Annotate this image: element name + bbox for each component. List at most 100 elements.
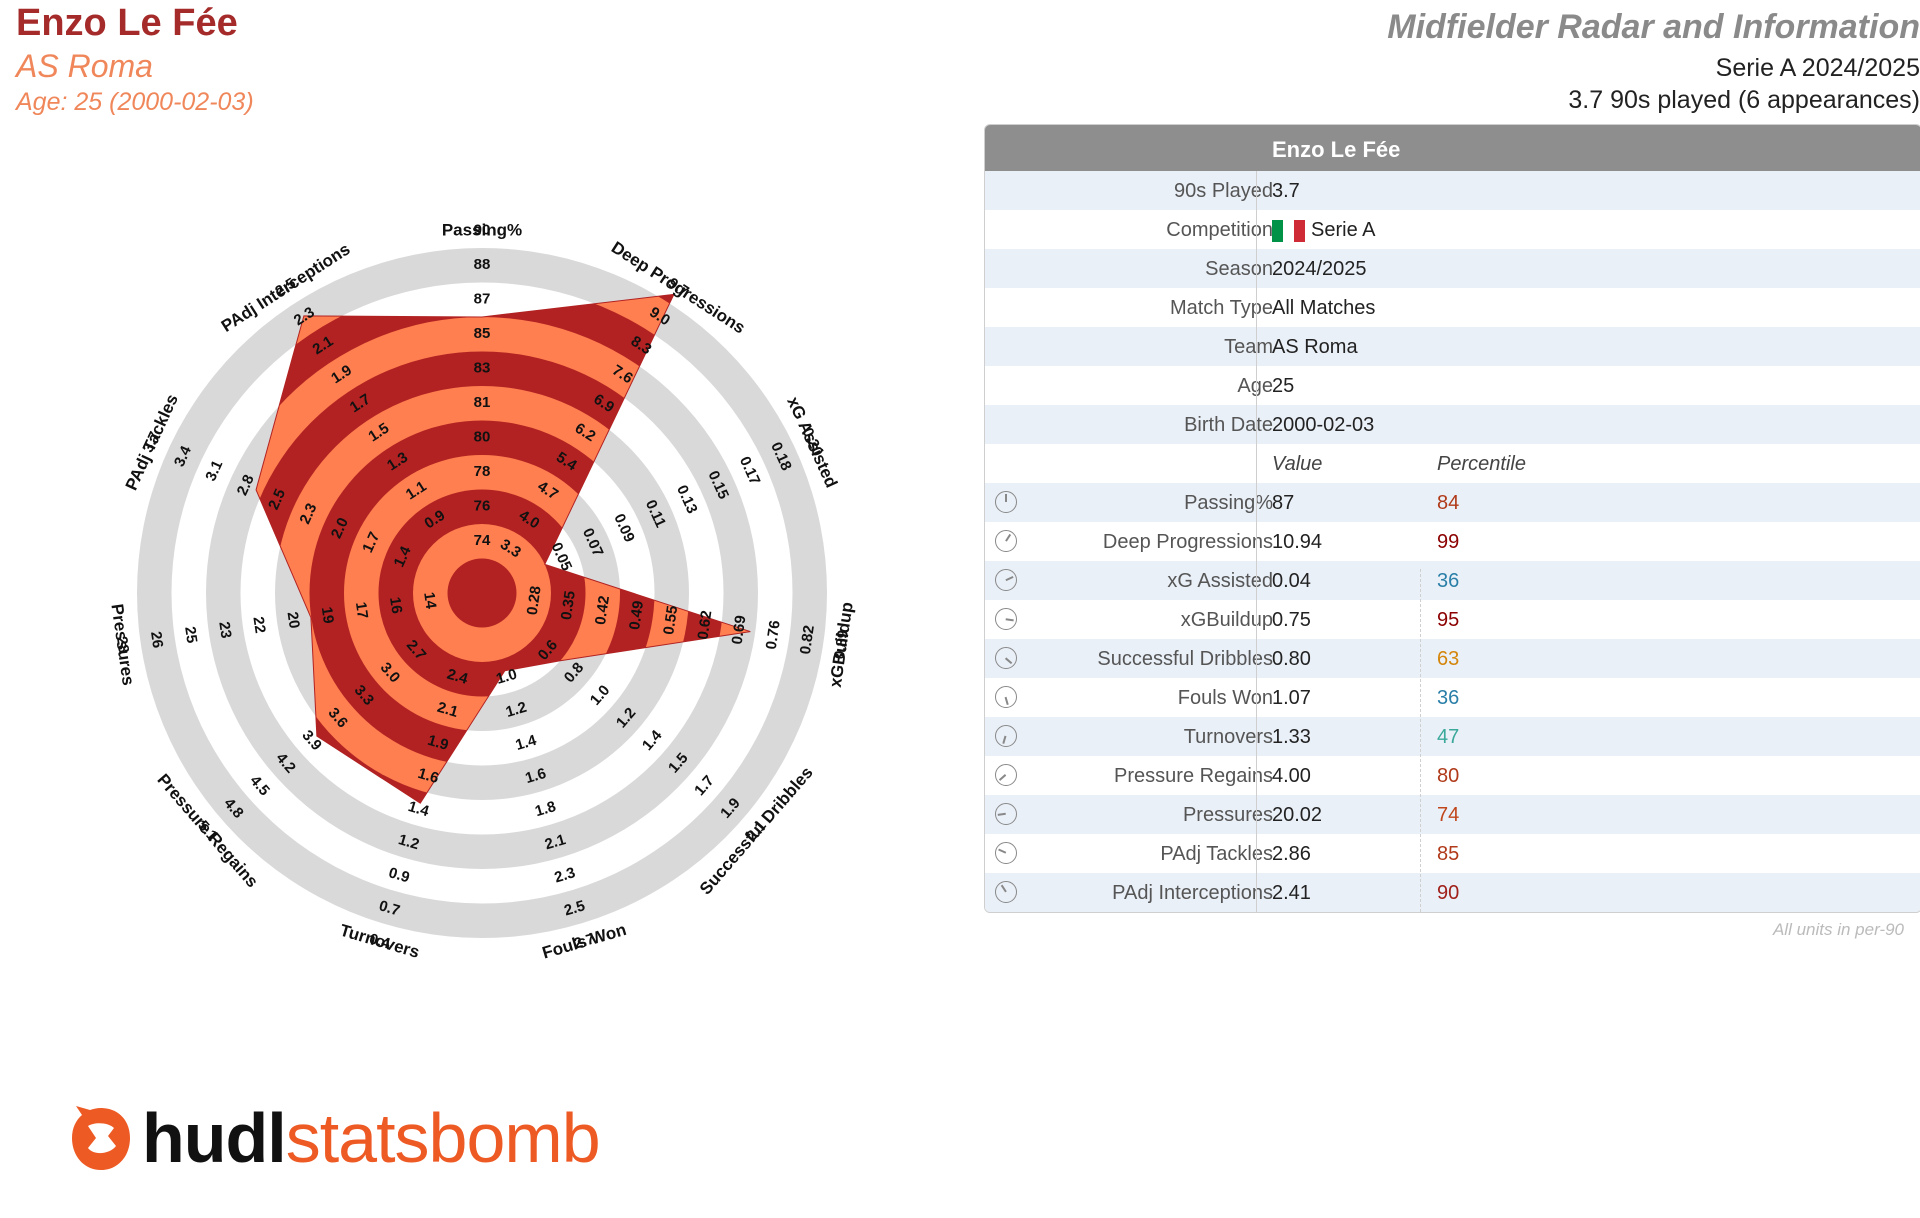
flag-icon (1272, 219, 1305, 242)
radar-tick-label: 1.2 (504, 699, 529, 721)
radar-tick-label: 16 (386, 596, 405, 615)
clock-icon (995, 725, 1017, 747)
stat-row: Deep Progressions 10.94 99 (985, 522, 1920, 561)
info-label: Age (1237, 375, 1273, 398)
stat-percentile: 99 (1437, 531, 1460, 553)
clock-icon (995, 764, 1017, 786)
stat-label: Turnovers (1183, 726, 1273, 748)
info-row: Age25 (985, 366, 1920, 405)
clock-icon (995, 569, 1017, 591)
statsbomb-logo-text: hudlstatsbomb (142, 1098, 601, 1178)
stat-value: 0.75 (1272, 609, 1311, 631)
radar-tick-label: 0.4 (367, 930, 392, 952)
table-header: Enzo Le Fée (985, 125, 1920, 171)
info-value: 2000-02-03 (1272, 414, 1374, 437)
info-row: Birth Date 2000-02-03 (985, 405, 1920, 444)
info-value-text: 2000-02-03 (1272, 414, 1375, 436)
radar-title: Midfielder Radar and Information (1387, 8, 1920, 46)
stat-row: Pressures 20.02 74 (985, 795, 1920, 834)
radar-tick-label: 85 (474, 325, 491, 342)
radar-tick-label: 0.62 (694, 609, 715, 640)
info-table: Enzo Le Fée 90s Played 3.7 Competition Seri… (984, 124, 1920, 913)
info-value: 2024/2025 (1272, 258, 1367, 281)
stat-row: xG Assisted 0.04 36 (985, 561, 1920, 600)
stat-value: 20.02 (1272, 804, 1323, 826)
stat-label: Pressure Regains (1114, 765, 1273, 787)
info-label: Match Type (1169, 297, 1273, 319)
info-row: Team AS Roma (985, 327, 1920, 366)
stat-percentile: 47 (1437, 726, 1460, 748)
clock-icon (995, 881, 1017, 903)
info-label: Competition (1166, 219, 1273, 241)
radar-tick-label: 0.7 (377, 897, 402, 919)
stat-value: 1.07 (1272, 687, 1311, 709)
radar-tick-label: 81 (474, 394, 491, 411)
stat-percentile: 90 (1437, 882, 1460, 904)
radar-tick-label: 0.49 (626, 600, 647, 631)
stat-label: Fouls Won (1177, 687, 1273, 709)
radar-tick-label: 2.3 (552, 864, 577, 886)
clock-icon (995, 803, 1017, 825)
stat-row: PAdj Tackles 2.86 85 (985, 834, 1920, 873)
radar-tick-label: 0.55 (660, 604, 681, 635)
radar-tick-label: 78 (474, 463, 491, 480)
radar-tick-label: 2.4 (445, 666, 470, 688)
logo-statsbomb: statsbomb (285, 1099, 601, 1177)
logo-hudl: hudl (142, 1099, 287, 1177)
team-name: AS Roma (16, 48, 153, 84)
stat-column-header: Value Percentile (985, 444, 1920, 483)
info-value: 3.7 (1272, 180, 1300, 203)
radar-tick-label: 25 (181, 625, 200, 644)
stat-value: 87 (1272, 492, 1295, 514)
info-row: Season 2024/2025 (985, 249, 1920, 288)
clock-icon (995, 842, 1017, 864)
stat-percentile: 36 (1437, 570, 1460, 592)
info-label: Team (1224, 336, 1273, 358)
info-label: Birth Date (1184, 414, 1273, 436)
stat-row: Fouls Won 1.07 36 (985, 678, 1920, 717)
stat-label: Successful Dribbles (1097, 648, 1273, 670)
stat-value: 0.04 (1272, 570, 1311, 592)
stat-percentile: 74 (1437, 804, 1460, 826)
radar-tick-label: 80 (474, 428, 491, 445)
stat-row: PAdj Interceptions 2.41 90 (985, 873, 1920, 912)
info-value: Serie A (1272, 219, 1375, 242)
radar-tick-label: 0.9 (387, 864, 412, 886)
info-label: 90s Played (1174, 180, 1273, 202)
radar-tick-label: 20 (284, 611, 303, 630)
radar-tick-label: 2.1 (543, 831, 568, 853)
radar-tick-label: 1.2 (396, 831, 421, 853)
clock-icon (995, 608, 1017, 630)
stat-row: xGBuildup 0.75 95 (985, 600, 1920, 639)
radar-tick-label: 1.6 (416, 765, 441, 787)
info-value-text: AS Roma (1272, 336, 1358, 358)
player-name: Enzo Le Fée (16, 2, 238, 44)
info-value-text: Serie A (1311, 219, 1376, 241)
clock-icon (995, 647, 1017, 669)
radar-tick-label: 90 (474, 221, 491, 238)
radar-tick-label: 0.35 (558, 590, 579, 621)
radar-tick-label: 0.69 (729, 614, 750, 645)
radar-tick-label: 1.6 (523, 765, 548, 787)
played-summary: 3.7 90s played (6 appearances) (1568, 86, 1920, 114)
stat-label: PAdj Tackles (1160, 843, 1273, 865)
radar-tick-label: 88 (474, 256, 491, 273)
info-row: Match Type All Matches (985, 288, 1920, 327)
info-value-text: 2024/2025 (1272, 258, 1367, 280)
radar-tick-label: 2.5 (562, 897, 587, 919)
stat-row: Successful Dribbles 0.80 63 (985, 639, 1920, 678)
radar-tick-label: 2.1 (435, 699, 460, 721)
info-label: Season (1205, 258, 1273, 280)
radar-tick-label: 76 (474, 497, 491, 514)
info-value-text: 3.7 (1272, 180, 1300, 202)
units-footnote: All units in per-90 (1772, 920, 1904, 939)
stat-value: 10.94 (1272, 531, 1323, 553)
stat-row: Turnovers 1.33 47 (985, 717, 1920, 756)
stat-percentile: 84 (1437, 492, 1460, 514)
info-row: 90s Played 3.7 (985, 171, 1920, 210)
radar-axis-label: Passing% (442, 221, 522, 240)
stat-label: PAdj Interceptions (1112, 882, 1273, 904)
radar-tick-label: 74 (474, 532, 491, 549)
stat-value: 1.33 (1272, 726, 1311, 748)
info-value: AS Roma (1272, 336, 1358, 359)
